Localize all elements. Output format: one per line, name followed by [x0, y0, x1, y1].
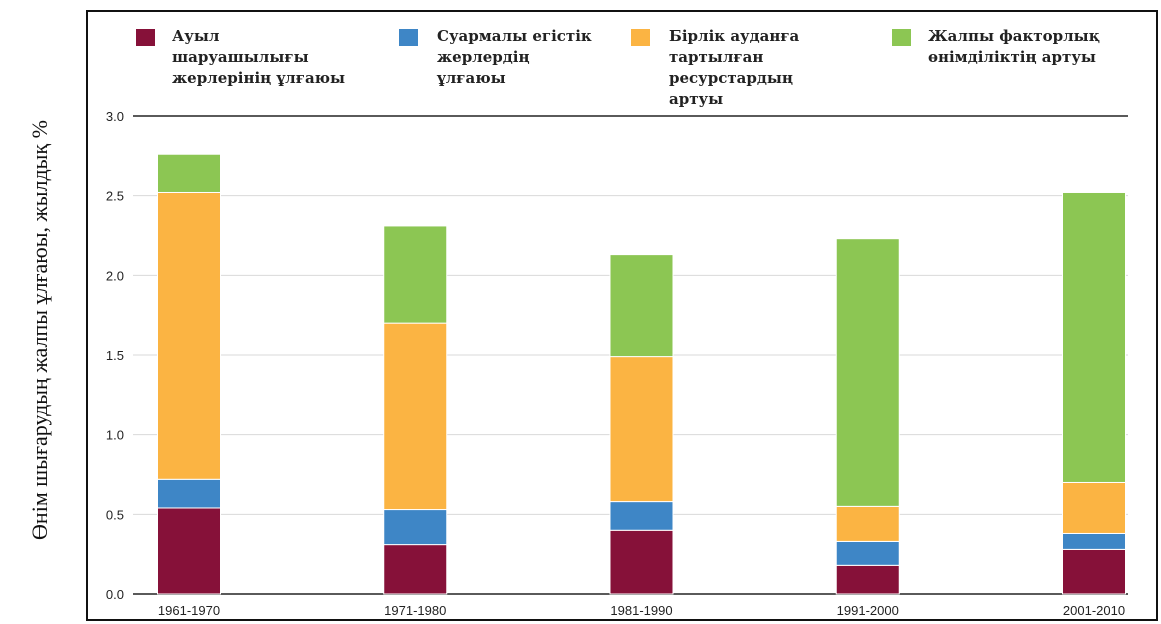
y-tick-label: 0.5: [106, 507, 124, 522]
y-axis-title-area: Өнім шығарудың жалпы ұлғаюы, жылдық %: [0, 0, 80, 624]
x-tick-label-1971-1980: 1971-1980: [384, 603, 446, 618]
bar-segment-1981-1990-series-3: [609, 356, 674, 503]
bar-segment-1991-2000-series-1: [835, 564, 900, 595]
bar-segment-1981-1990-series-4: [609, 254, 674, 358]
bar-segment-2001-2010-series-2: [1062, 532, 1126, 550]
bar-segment-2001-2010-series-4: [1062, 191, 1126, 483]
y-axis-title: Өнім шығарудың жалпы ұлғаюы, жылдық %: [27, 120, 52, 540]
legend-swatch-agricultural-land: [136, 29, 155, 46]
x-tick-label-1981-1990: 1981-1990: [610, 603, 672, 618]
bar-segment-1971-1980-series-4: [383, 225, 448, 324]
bar-segment-2001-2010-series-3: [1062, 481, 1126, 534]
bar-segment-1961-1970-series-3: [157, 191, 221, 480]
x-tick-labels: 1961-1970 1971-1980 1981-1990 1991-2000 2001…: [158, 603, 1125, 618]
y-tick-label: 2.5: [106, 189, 124, 204]
bar-segment-1991-2000-series-4: [835, 238, 900, 507]
stacked-bar-chart: 0.0 0.5 1.0 1.5 2.0 2.5 3.0 1961-1970 1971-1980…: [106, 109, 1128, 618]
y-tick-label: 3.0: [106, 109, 124, 124]
legend-label-inputs-per-area: Бірлік ауданға тартылған ресурстардың ар…: [669, 27, 800, 108]
bar-segment-1961-1970-series-2: [157, 478, 221, 509]
y-tick-label: 1.0: [106, 428, 124, 443]
legend-label-irrigated-land: Суармалы егістік жерлердің ұлғаюы: [437, 27, 592, 87]
y-tick-label: 0.0: [106, 587, 124, 602]
bar-segment-2001-2010-series-1: [1062, 548, 1126, 595]
legend-swatch-irrigated-land: [399, 29, 418, 46]
bar-segment-1961-1970-series-4: [157, 153, 221, 193]
legend-swatch-inputs-per-area: [631, 29, 650, 46]
y-tick-label: 2.0: [106, 268, 124, 283]
chart-frame: Ауыл шаруашылығы жерлерінің ұлғаюы Суарм…: [86, 10, 1158, 621]
y-tick-labels: 0.0 0.5 1.0 1.5 2.0 2.5 3.0: [106, 109, 124, 602]
legend-label-agricultural-land: Ауыл шаруашылығы жерлерінің ұлғаюы: [172, 27, 346, 87]
bar-segment-1971-1980-series-1: [383, 544, 448, 595]
legend-swatch-tfp-growth: [892, 29, 911, 46]
bars: [157, 153, 1126, 595]
x-tick-label-1961-1970: 1961-1970: [158, 603, 220, 618]
bar-segment-1961-1970-series-1: [157, 507, 221, 595]
bar-segment-1981-1990-series-1: [609, 529, 674, 595]
x-tick-label-2001-2010: 2001-2010: [1063, 603, 1125, 618]
y-tick-label: 1.5: [106, 348, 124, 363]
x-tick-label-1991-2000: 1991-2000: [837, 603, 899, 618]
bar-segment-1991-2000-series-3: [835, 505, 900, 542]
legend-label-tfp-growth: Жалпы факторлық өнімділіктің артуы: [928, 27, 1100, 66]
bar-segment-1971-1980-series-2: [383, 509, 448, 546]
bar-segment-1981-1990-series-2: [609, 501, 674, 531]
bar-segment-1991-2000-series-2: [835, 540, 900, 566]
bar-segment-1971-1980-series-3: [383, 322, 448, 511]
